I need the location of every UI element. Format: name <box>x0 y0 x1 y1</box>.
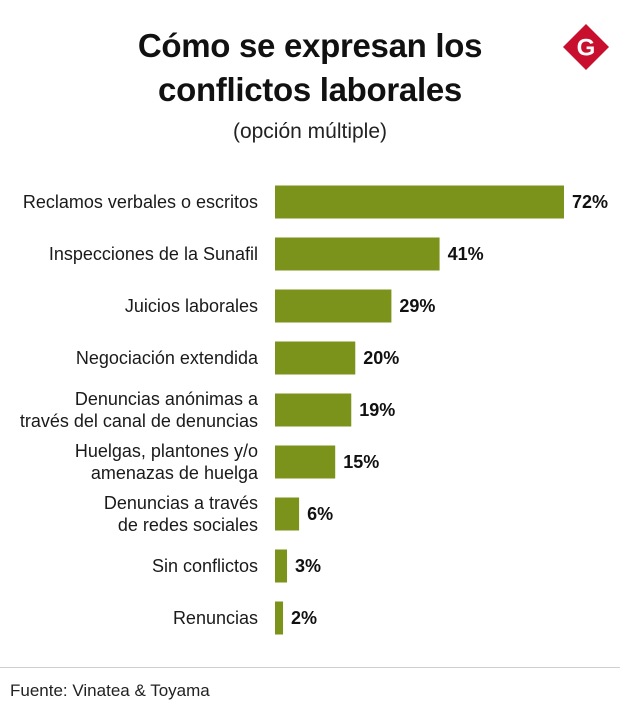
category-label-1: Reclamos verbales o escritos <box>23 192 258 212</box>
bar-2 <box>275 237 440 271</box>
bar-1 <box>275 185 564 219</box>
bar-4 <box>275 341 356 375</box>
bar-chart: 72% Reclamos verbales o escritos 41% Inspec… <box>20 185 608 635</box>
bar-5 <box>275 393 352 427</box>
brand-logo-diamond <box>563 24 609 70</box>
brand-logo: G <box>563 24 609 70</box>
bar-7 <box>275 497 300 531</box>
value-label-1: 72% <box>572 192 608 212</box>
brand-logo-letter: G <box>577 35 596 62</box>
category-label-9: Renuncias <box>173 608 258 628</box>
category-label-4: Negociación extendida <box>76 348 259 368</box>
value-label-4: 20% <box>363 348 399 368</box>
chart-title-line-2: conflictos laborales <box>158 71 462 108</box>
category-label-5: Denuncias anónimas a través del canal de … <box>20 389 259 431</box>
source-note: Fuente: Vinatea & Toyama <box>10 681 210 700</box>
value-label-5: 19% <box>359 400 395 420</box>
category-label-6: Huelgas, plantones y/o amenazas de huelga <box>75 441 259 483</box>
chart-title: Cómo se expresan los conflictos laborale… <box>0 24 620 112</box>
value-label-6: 15% <box>343 452 379 472</box>
bar-9 <box>275 601 284 635</box>
category-label-8: Sin conflictos <box>152 556 258 576</box>
category-label-2: Inspecciones de la Sunafil <box>49 244 258 264</box>
category-label-3: Juicios laborales <box>125 296 258 316</box>
bar-8 <box>275 549 288 583</box>
value-label-9: 2% <box>291 608 317 628</box>
chart-title-line-1: Cómo se expresan los <box>137 27 483 64</box>
value-label-8: 3% <box>295 556 321 576</box>
value-label-3: 29% <box>399 296 435 316</box>
value-label-7: 6% <box>307 504 333 524</box>
value-label-2: 41% <box>448 244 484 264</box>
chart-subtitle: (opción múltiple) <box>232 120 388 143</box>
bar-3 <box>275 289 392 323</box>
bar-6 <box>275 445 336 479</box>
category-label-7: Denuncias a través de redes sociales <box>104 493 258 535</box>
footer-divider <box>0 667 620 668</box>
